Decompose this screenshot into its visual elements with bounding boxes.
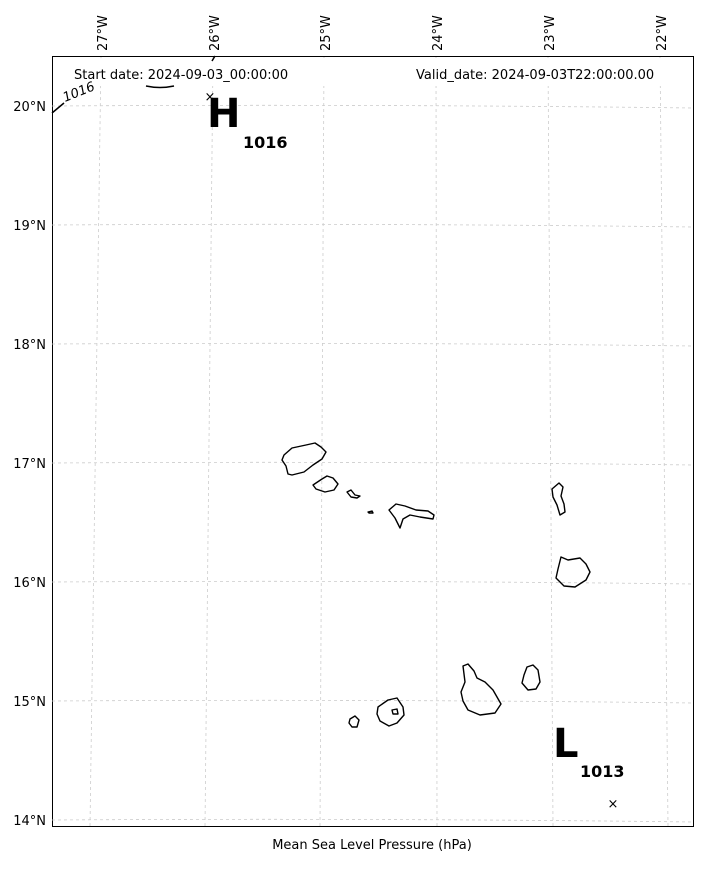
island-santo-antao [281,442,327,476]
latitude-tick-label: 14°N [13,814,46,829]
island-sao-nicolau [388,503,435,529]
longitude-tick-label: 22°W [655,15,670,51]
isobar-line [51,102,65,114]
parallel-15n [51,699,694,704]
start-date-label: Start date: 2024-09-03_00:00:00 [74,68,288,83]
longitude-tick-label: 23°W [543,15,558,51]
island-santa-luzia [346,489,361,499]
island-branco [367,510,374,514]
isobar-line [211,55,216,62]
meridian-24w [435,56,438,827]
isobar-line [145,85,175,89]
latitude-tick-label: 20°N [13,100,46,115]
high-pressure-center: × H 1016 [205,90,288,152]
header-background [60,60,685,86]
island-santiago [460,663,502,716]
longitude-tick-label: 26°W [208,15,223,51]
longitude-tick-label: 25°W [319,15,334,51]
coastlines [281,442,591,728]
parallel-16n [51,580,694,585]
longitude-labels: 27°W 26°W 25°W 24°W 23°W 22°W [96,15,670,51]
valid-date-label: Valid_date: 2024-09-03T22:00:00.00 [416,68,654,83]
parallel-14n [51,818,694,823]
island-fogo [376,697,405,727]
low-center-value: 1013 [580,762,625,781]
island-boa-vista [555,556,591,588]
map-frame [52,56,694,827]
meridian-22w [659,56,669,827]
low-center-marker: × [608,797,619,812]
latitude-tick-label: 16°N [13,576,46,591]
meridian-27w [89,56,102,827]
longitude-tick-label: 27°W [96,15,111,51]
latitude-tick-label: 15°N [13,695,46,710]
island-fogo-crater [391,708,399,715]
meridian-25w [319,56,325,827]
parallel-19n [51,223,694,228]
latitude-tick-label: 17°N [13,457,46,472]
high-center-value: 1016 [243,133,288,152]
island-brava [348,715,360,728]
high-center-letter: H [207,91,240,137]
meridian-26w [204,56,214,827]
latitude-tick-label: 19°N [13,219,46,234]
island-maio [521,664,541,691]
longitude-tick-label: 24°W [431,15,446,51]
parallel-20n [51,104,694,109]
high-center-marker: × [205,90,216,105]
low-center-letter: L [553,721,579,767]
parallel-17n [51,461,694,466]
island-sal [551,482,566,516]
low-pressure-center: L 1013 × [553,721,625,812]
latitude-labels: 20°N 19°N 18°N 17°N 16°N 15°N 14°N [13,100,46,829]
latitude-tick-label: 18°N [13,338,46,353]
meridian-23w [547,56,554,827]
island-sao-vicente [312,475,339,493]
graticule [51,56,694,827]
map-caption: Mean Sea Level Pressure (hPa) [272,838,472,853]
parallel-18n [51,342,694,347]
